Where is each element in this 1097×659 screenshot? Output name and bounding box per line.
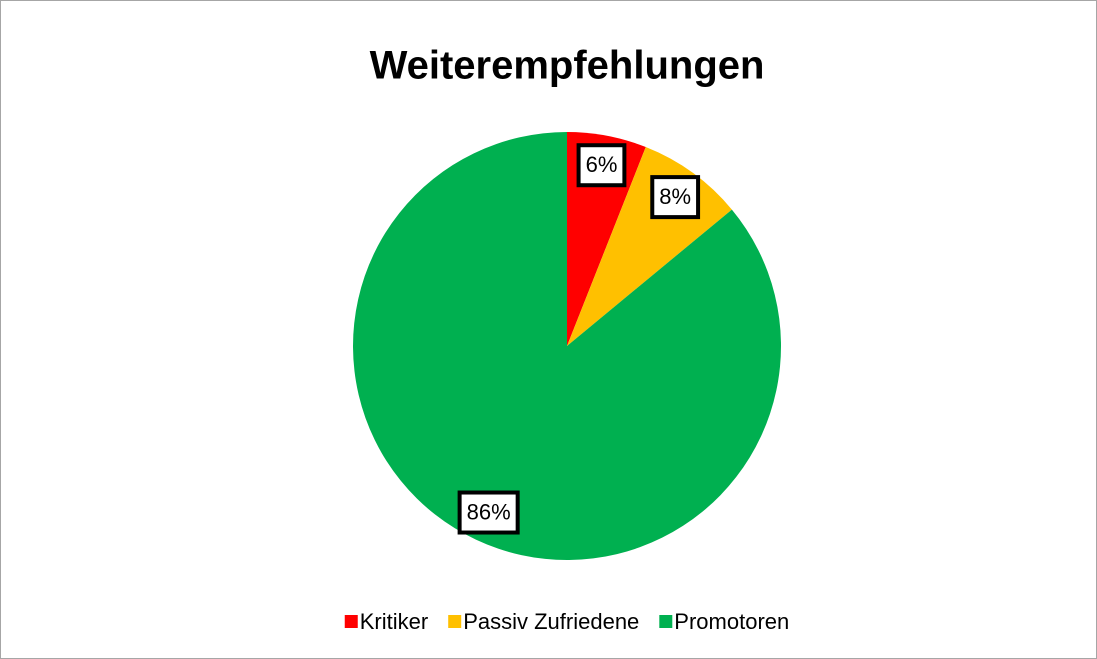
legend-swatch <box>659 615 673 628</box>
legend-swatch <box>344 615 358 628</box>
chart-title: Weiterempfehlungen <box>370 44 765 88</box>
data-label-box <box>457 490 520 535</box>
legend-label: Passiv Zufriedene <box>463 609 639 634</box>
legend-label: Kritiker <box>360 609 428 634</box>
data-label-text: 6% <box>586 152 618 177</box>
data-label: 86% <box>457 490 520 535</box>
legend-swatch <box>448 615 462 628</box>
data-label: 8% <box>650 175 701 220</box>
data-label: 6% <box>576 143 627 188</box>
data-label-box <box>576 143 627 188</box>
legend-label: Promotoren <box>674 609 789 634</box>
data-label-box <box>650 175 701 220</box>
pie-slice <box>352 131 781 560</box>
data-label-text: 8% <box>659 184 691 209</box>
data-label-text: 86% <box>467 499 511 524</box>
